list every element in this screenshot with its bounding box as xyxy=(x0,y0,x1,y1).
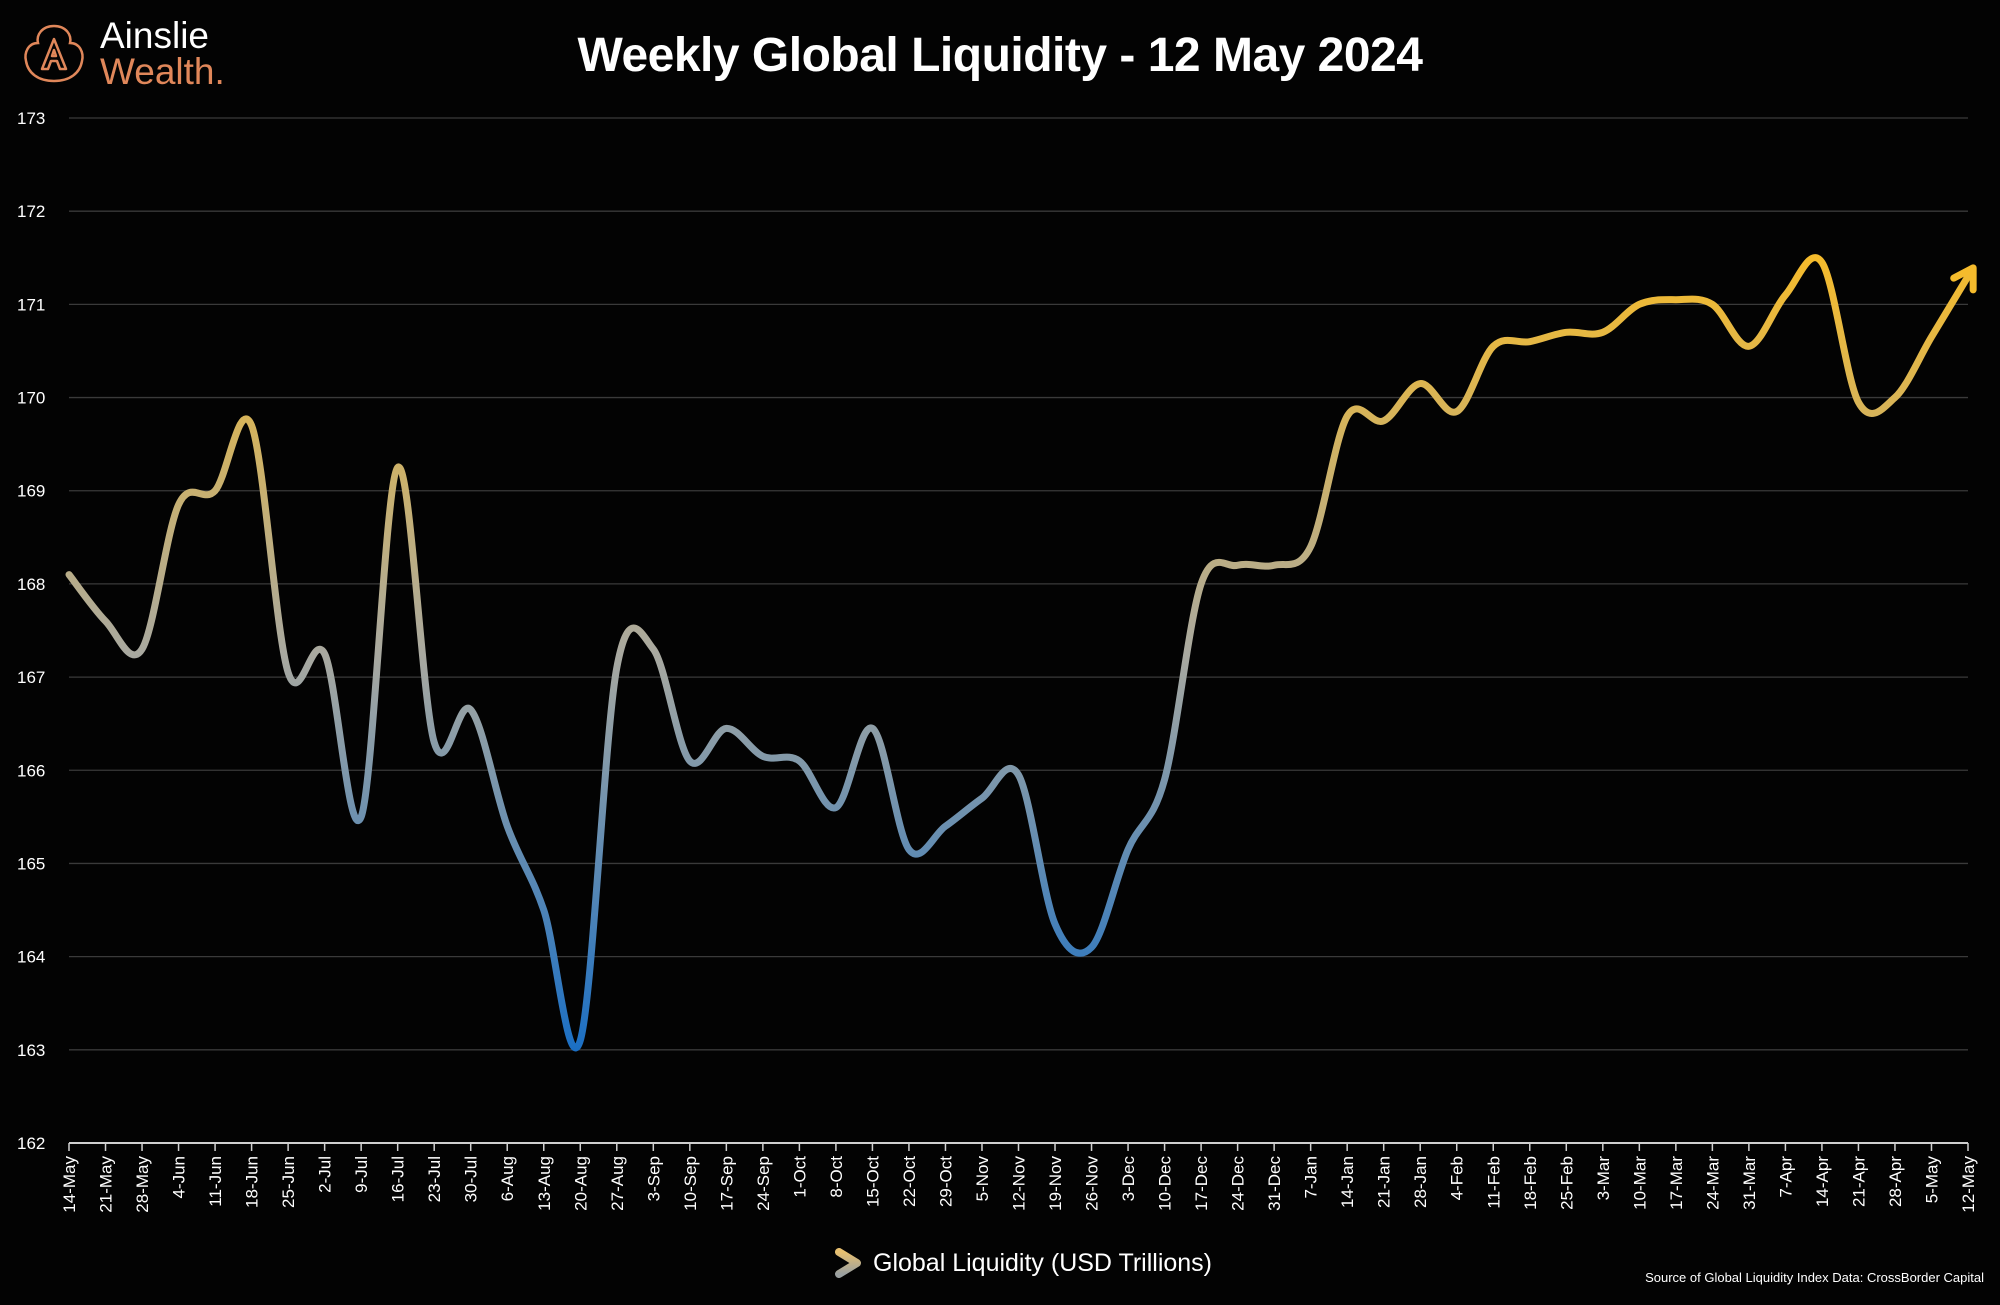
x-tick-label: 17-Mar xyxy=(1667,1156,1686,1210)
x-tick-label: 10-Sep xyxy=(681,1156,700,1211)
x-tick-label: 5-May xyxy=(1922,1156,1941,1204)
x-tick-label: 3-Mar xyxy=(1594,1156,1613,1201)
y-tick-label: 163 xyxy=(17,1041,45,1060)
logo: Ainslie Wealth. xyxy=(22,15,225,92)
x-tick-label: 28-Jan xyxy=(1411,1156,1430,1208)
y-tick-label: 172 xyxy=(17,202,45,221)
x-tick-label: 6-Aug xyxy=(498,1156,517,1201)
x-tick-label: 12-May xyxy=(1959,1156,1978,1213)
x-tick-label: 11-Jun xyxy=(206,1156,225,1207)
x-tick-label: 10-Mar xyxy=(1630,1156,1649,1210)
x-tick-label: 18-Jun xyxy=(243,1156,262,1208)
x-tick-label: 5-Nov xyxy=(973,1156,992,1202)
x-tick-label: 3-Dec xyxy=(1119,1156,1138,1202)
x-tick-label: 8-Oct xyxy=(827,1156,846,1198)
x-tick-label: 28-May xyxy=(133,1156,152,1213)
x-tick-label: 27-Aug xyxy=(608,1156,627,1211)
legend: Global Liquidity (USD Trillions) xyxy=(805,1248,1212,1278)
x-tick-label: 11-Feb xyxy=(1484,1156,1503,1209)
x-tick-label: 3-Sep xyxy=(644,1156,663,1201)
logo-text-wealth: Wealth. xyxy=(100,51,225,92)
x-tick-label: 16-Jul xyxy=(389,1156,408,1202)
x-tick-label: 24-Sep xyxy=(754,1156,773,1211)
x-tick-label: 24-Mar xyxy=(1703,1156,1722,1210)
x-tick-label: 31-Dec xyxy=(1265,1156,1284,1211)
x-tick-label: 21-May xyxy=(97,1156,116,1213)
x-tick-label: 21-Apr xyxy=(1849,1156,1868,1207)
x-tick-label: 2-Jul xyxy=(316,1156,335,1193)
x-tick-label: 21-Jan xyxy=(1375,1156,1394,1208)
x-tick-label: 17-Dec xyxy=(1192,1156,1211,1211)
x-tick-label: 14-Apr xyxy=(1813,1156,1832,1207)
x-tick-label: 24-Dec xyxy=(1229,1156,1248,1211)
source-note: Source of Global Liquidity Index Data: C… xyxy=(1645,1270,1984,1285)
x-tick-label: 14-May xyxy=(60,1156,79,1213)
x-tick-label: 28-Apr xyxy=(1886,1156,1905,1207)
series-line-global-liquidity xyxy=(65,254,1972,1052)
x-tick-label: 29-Oct xyxy=(936,1156,955,1207)
x-tick-label: 23-Jul xyxy=(425,1156,444,1202)
y-tick-label: 162 xyxy=(17,1134,45,1153)
x-tick-label: 4-Feb xyxy=(1448,1156,1467,1200)
y-tick-label: 173 xyxy=(17,109,45,128)
x-tick-label: 25-Feb xyxy=(1557,1156,1576,1210)
x-tick-label: 26-Nov xyxy=(1083,1156,1102,1211)
x-tick-label: 25-Jun xyxy=(279,1156,298,1208)
y-tick-label: 169 xyxy=(17,482,45,501)
x-tick-label: 22-Oct xyxy=(900,1156,919,1207)
x-tick-label: 4-Jun xyxy=(170,1156,189,1199)
x-tick-label: 17-Sep xyxy=(717,1156,736,1211)
x-tick-label: 31-Mar xyxy=(1740,1156,1759,1210)
x-tick-label: 7-Jan xyxy=(1302,1156,1321,1199)
x-tick-label: 30-Jul xyxy=(462,1156,481,1202)
chart-title: Weekly Global Liquidity - 12 May 2024 xyxy=(577,29,1423,82)
y-tick-label: 167 xyxy=(17,668,45,687)
legend-label: Global Liquidity (USD Trillions) xyxy=(873,1248,1213,1277)
x-tick-label: 1-Oct xyxy=(790,1156,809,1198)
legend-arrow-icon xyxy=(805,1248,861,1278)
x-tick-label: 10-Dec xyxy=(1156,1156,1175,1211)
y-tick-label: 168 xyxy=(17,575,45,594)
x-tick-label: 14-Jan xyxy=(1338,1156,1357,1208)
x-tick-label: 7-Apr xyxy=(1776,1156,1795,1198)
x-tick-label: 19-Nov xyxy=(1046,1156,1065,1211)
x-tick-label: 20-Aug xyxy=(571,1156,590,1211)
x-tick-label: 18-Feb xyxy=(1521,1156,1540,1210)
y-tick-label: 171 xyxy=(17,295,45,314)
x-tick-label: 12-Nov xyxy=(1010,1156,1029,1211)
series-arrowhead xyxy=(1950,264,1977,294)
y-tick-label: 164 xyxy=(17,948,45,967)
y-tick-label: 165 xyxy=(17,854,45,873)
y-tick-label: 166 xyxy=(17,761,45,780)
y-tick-label: 170 xyxy=(17,389,45,408)
logo-text-ainslie: Ainslie xyxy=(100,15,209,56)
ainslie-logo-icon xyxy=(24,24,84,83)
x-tick-label: 9-Jul xyxy=(352,1156,371,1193)
x-tick-label: 13-Aug xyxy=(535,1156,554,1211)
x-tick-label: 15-Oct xyxy=(863,1156,882,1207)
